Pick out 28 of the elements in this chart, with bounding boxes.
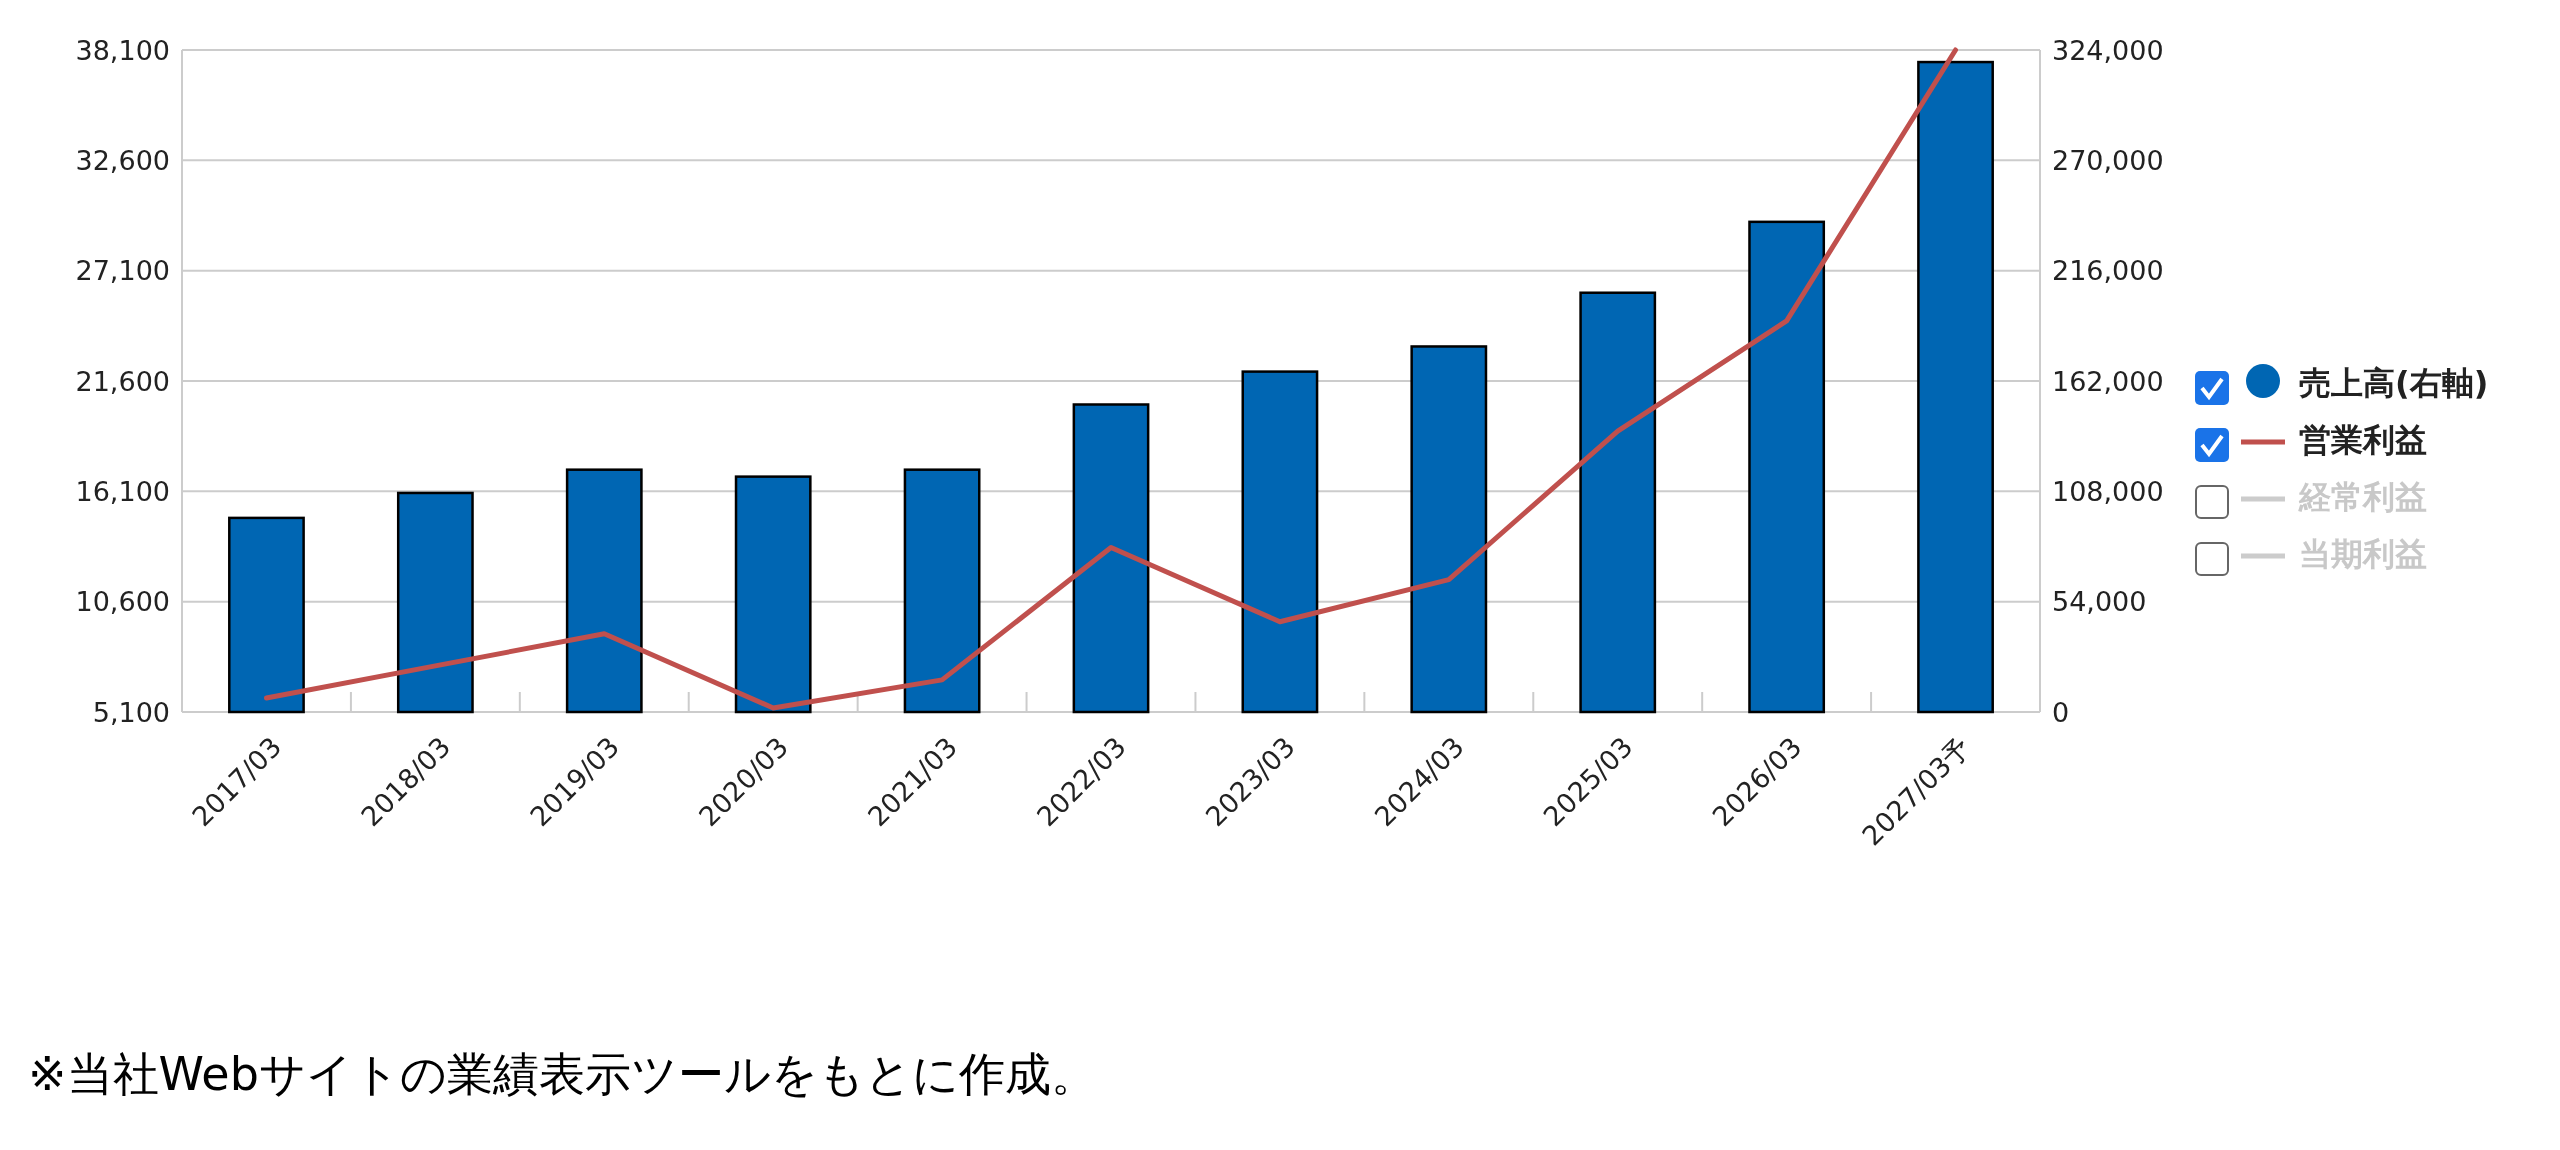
y2-tick-label: 270,000 xyxy=(2052,144,2164,176)
bar xyxy=(1072,403,1150,714)
bar xyxy=(1917,60,1994,714)
y2-tick-label: 162,000 xyxy=(2052,365,2164,397)
y2-tick-label: 324,000 xyxy=(2052,34,2164,66)
y2-tick-label: 216,000 xyxy=(2052,255,2164,287)
y-tick-label: 5,100 xyxy=(92,696,170,728)
bar xyxy=(1241,370,1319,714)
bar xyxy=(734,475,812,714)
bar xyxy=(1748,220,1826,714)
y-tick-label: 38,100 xyxy=(75,34,170,66)
y2-tick-label: 0 xyxy=(2052,696,2070,728)
y-tick-label: 16,100 xyxy=(75,475,170,507)
y-tick-label: 21,600 xyxy=(75,365,170,397)
y-tick-label: 10,600 xyxy=(75,586,170,618)
y2-tick-label: 54,000 xyxy=(2052,586,2147,618)
bar xyxy=(228,516,305,714)
bar xyxy=(565,468,643,714)
legend-label: 営業利益 xyxy=(2299,421,2427,459)
bar xyxy=(903,468,981,714)
bar xyxy=(1410,345,1488,714)
legend-label: 売上高(右軸) xyxy=(2299,364,2489,402)
y2-tick-label: 108,000 xyxy=(2052,475,2164,507)
bar xyxy=(396,491,474,714)
text: ※当社Webサイトの業績表示ツールをもとに作成。 xyxy=(28,1047,1097,1101)
bar xyxy=(1579,291,1657,714)
y-tick-label: 32,600 xyxy=(75,144,170,176)
y-tick-label: 27,100 xyxy=(75,255,170,287)
